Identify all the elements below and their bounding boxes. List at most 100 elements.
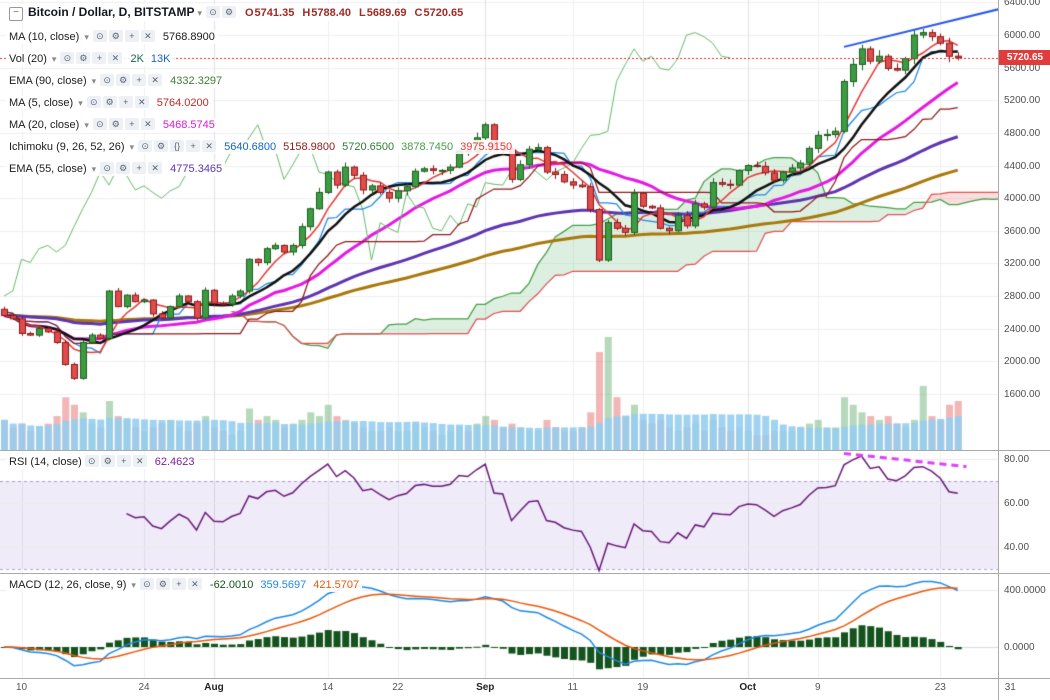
indicator-row[interactable]: Ichimoku (9, 26, 52, 26) ▾ ⊙ ⚙{} + ✕ 5640.6800… [6,140,516,154]
time-label: 31 [1004,682,1016,693]
indicator-row[interactable]: EMA (90, close) ▾ ⊙ ⚙ + ✕ 4332.3297 [6,74,226,88]
chevron-down-icon[interactable]: ▾ [84,120,89,130]
settings-icon[interactable]: ⚙ [108,30,123,42]
ohlc-values: O5741.35 H5788.40 L5689.69 C5720.65 [237,7,463,19]
price-tick: 2400.00 [1004,323,1041,335]
price-tick: 2000.00 [1004,356,1041,368]
indicator-row-macd[interactable]: MACD (12, 26, close, 9) ▾ ⊙ ⚙ + ✕ -62.0010 359.… [6,578,363,592]
chevron-down-icon[interactable]: ▾ [51,54,57,64]
chevron-down-icon[interactable]: ▾ [78,98,83,108]
price-tick: 6400.00 [1004,0,1041,9]
rsi-tick: 80.00 [1004,453,1030,465]
rsi-legend: RSI (14, close) ⊙ ⚙ + ✕ 62.4623 [6,455,198,477]
indicator-row[interactable]: MA (5, close) ▾ ⊙ ⚙ + ✕ 5764.0200 [6,96,212,110]
settings-icon[interactable]: ⚙ [100,455,115,467]
main-legend: − Bitcoin / Dollar, D, BITSTAMP ▾ ⊙ ⚙ O5741.3… [6,4,516,184]
add-icon[interactable]: + [116,455,131,467]
visibility-icon[interactable]: ⊙ [100,74,115,86]
chevron-down-icon[interactable]: ▾ [91,164,97,174]
visibility-icon[interactable]: ⊙ [139,578,154,590]
price-tick: 4400.00 [1004,160,1041,172]
macd-values: -62.0010 359.5697 421.5707 [209,579,360,591]
chevron-down-icon[interactable]: ▾ [91,76,97,86]
visibility-icon[interactable]: ⊙ [100,162,115,174]
time-label: 11 [567,682,578,693]
macd-tick: 0.0000 [1004,641,1035,653]
close-icon[interactable]: ✕ [140,118,155,130]
visibility-icon[interactable]: ⊙ [84,455,99,467]
close-icon[interactable]: ✕ [202,140,217,152]
settings-icon[interactable]: ⚙ [116,162,131,174]
price-tick: 6000.00 [1004,30,1041,42]
rsi-tick: 60.00 [1004,497,1030,509]
settings-icon[interactable]: ⚙ [221,6,236,18]
price-tick: 4800.00 [1004,127,1041,139]
price-tick: 5600.00 [1004,62,1041,74]
chevron-down-icon[interactable]: ▾ [197,8,202,18]
source-code-icon[interactable]: {} [170,140,185,152]
time-label: 19 [637,682,649,693]
time-label: 10 [15,682,28,693]
indicator-row-rsi[interactable]: RSI (14, close) ⊙ ⚙ + ✕ 62.4623 [6,455,198,469]
rsi-value: 62.4623 [154,456,195,468]
close-icon[interactable]: ✕ [134,96,149,108]
symbol-title[interactable]: Bitcoin / Dollar, D, BITSTAMP [28,5,195,19]
visibility-icon[interactable]: ⊙ [92,30,107,42]
visibility-icon[interactable]: ⊙ [205,6,220,18]
close-icon[interactable]: ✕ [148,162,163,174]
visibility-icon[interactable]: ⊙ [60,52,75,64]
add-icon[interactable]: + [118,96,133,108]
settings-icon[interactable]: ⚙ [154,140,169,152]
time-label: Sep [476,682,495,693]
chevron-down-icon[interactable]: ▾ [129,142,135,152]
close-icon[interactable]: ✕ [187,578,202,590]
visibility-icon[interactable]: ⊙ [138,140,153,152]
settings-icon[interactable]: ⚙ [155,578,170,590]
close-icon[interactable]: ✕ [108,52,123,64]
time-label: Oct [739,682,757,693]
rsi-pane: 80.00 60.00 40.00 RSI (14, close) ⊙ ⚙ + ✕ 62.46… [0,451,1050,574]
chevron-down-icon[interactable]: ▾ [131,580,136,590]
macd-axis[interactable]: 400.0000 0.0000 [998,574,1050,678]
price-axis[interactable]: 6400.00 6000.00 5600.00 5200.00 4800.00 4400.… [998,0,1050,450]
visibility-icon[interactable]: ⊙ [86,96,101,108]
time-label: 23 [934,682,946,693]
indicator-row[interactable]: MA (20, close) ▾ ⊙ ⚙ + ✕ 5468.5745 [6,118,218,132]
close-icon[interactable]: ✕ [132,455,147,467]
collapse-icon[interactable]: − [9,7,23,21]
price-tick: 4000.00 [1004,193,1041,205]
symbol-header[interactable]: − Bitcoin / Dollar, D, BITSTAMP ▾ ⊙ ⚙ O5741.3… [6,4,467,21]
indicator-row[interactable]: EMA (55, close) ▾ ⊙ ⚙ + ✕ 4775.3465 [6,162,226,176]
time-axis[interactable]: 10 24 Aug 14 22 Sep 11 19 Oct 9 23 31 [0,679,1050,700]
close-icon[interactable]: ✕ [140,30,155,42]
visibility-icon[interactable]: ⊙ [92,118,107,130]
rsi-axis[interactable]: 80.00 60.00 40.00 [998,451,1050,573]
time-label: 24 [138,682,150,693]
settings-icon[interactable]: ⚙ [116,74,131,86]
time-label: 22 [392,682,404,693]
indicator-legend-list: MA (10, close) ▾ ⊙ ⚙ + ✕ 5768.8900 Vol (20) ▾ ⊙ ⚙ +… [6,30,516,176]
close-icon[interactable]: ✕ [148,74,163,86]
add-icon[interactable]: + [186,140,201,152]
add-icon[interactable]: + [132,162,147,174]
add-icon[interactable]: + [132,74,147,86]
macd-legend: MACD (12, 26, close, 9) ▾ ⊙ ⚙ + ✕ -62.0010 359.… [6,578,363,600]
time-label: Aug [204,682,224,693]
settings-icon[interactable]: ⚙ [76,52,91,64]
ohlc-o: O5741.35 [244,7,295,19]
rsi-tick: 40.00 [1004,542,1030,553]
time-label: 14 [322,682,334,693]
add-icon[interactable]: + [124,30,139,42]
settings-icon[interactable]: ⚙ [102,96,117,108]
macd-tick: 400.0000 [1004,584,1046,596]
chevron-down-icon[interactable]: ▾ [84,32,89,42]
price-tick: 3200.00 [1004,258,1041,270]
indicator-row[interactable]: Vol (20) ▾ ⊙ ⚙ + ✕ 2K 13K [6,52,174,66]
settings-icon[interactable]: ⚙ [108,118,123,130]
rsi-chart-canvas[interactable] [0,451,998,573]
axis-corner [998,679,1050,700]
indicator-row[interactable]: MA (10, close) ▾ ⊙ ⚙ + ✕ 5768.8900 [6,30,218,44]
add-icon[interactable]: + [124,118,139,130]
add-icon[interactable]: + [171,578,186,590]
add-icon[interactable]: + [92,52,107,64]
